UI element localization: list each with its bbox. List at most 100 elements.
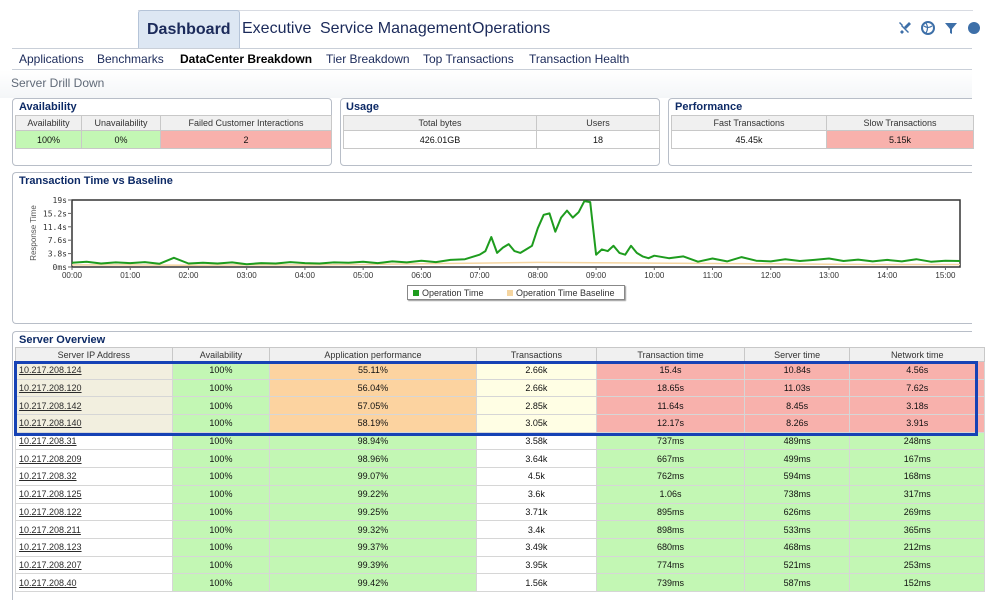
transaction-time-chart: 0ms 3.8s 7.6s 11.4s 15.2s 19s Response Time 00:… [29, 196, 961, 280]
cell-transactions: 4.5k [475, 467, 598, 486]
server-ip-link[interactable]: 10.217.208.209 [19, 453, 82, 464]
x-tick-label: 11:00 [703, 271, 723, 280]
cell-server-ip: 10.217.208.40 [15, 573, 173, 592]
chart-legend: Operation Time Operation Time Baseline [407, 285, 625, 300]
x-tick-label: 07:00 [470, 271, 491, 280]
server-ip-link[interactable]: 10.217.208.124 [19, 365, 82, 376]
cell-server-ip: 10.217.208.122 [15, 502, 173, 522]
tab-executive[interactable]: Executive [242, 20, 312, 37]
series-line-baseline [72, 261, 960, 266]
availability-title: Availability [19, 101, 77, 113]
cell-server-time: 594ms [743, 467, 851, 486]
x-tick-label: 02:00 [178, 271, 199, 280]
table-row[interactable]: 10.217.208.32 100% 99.07% 4.5k 762ms 594ms 168… [15, 467, 985, 486]
subtab-applications[interactable]: Applications [19, 52, 84, 66]
globe-icon[interactable] [920, 20, 936, 36]
x-tick-label: 03:00 [237, 271, 258, 280]
cell-application-performance: 58.19% [269, 414, 477, 433]
col-network-time[interactable]: Network time [849, 347, 985, 362]
subtab-benchmarks[interactable]: Benchmarks [97, 52, 164, 66]
cell-transaction-time: 667ms [596, 449, 745, 469]
performance-table: Fast Transactions Slow Transactions 45.4… [671, 115, 974, 149]
cell-transactions: 3.95k [475, 555, 598, 575]
table-row[interactable]: 10.217.208.125 100% 99.22% 3.6k 1.06s 738ms 31… [15, 484, 985, 504]
x-tick-label: 06:00 [411, 271, 432, 280]
server-ip-link[interactable]: 10.217.208.207 [19, 559, 82, 570]
table-row[interactable]: 10.217.208.207 100% 99.39% 3.95k 774ms 521ms 2… [15, 555, 985, 575]
cell-availability: 100% [171, 555, 271, 575]
performance-title: Performance [675, 101, 743, 113]
cell-application-performance: 57.05% [269, 396, 477, 416]
x-tick-label: 01:00 [120, 271, 141, 280]
cell-server-ip: 10.217.208.140 [15, 414, 173, 433]
x-tick-label: 12:00 [761, 271, 782, 280]
y-tick-label: 15.2s [43, 209, 67, 218]
cell-availability: 100% [171, 361, 271, 380]
subtab-transaction-health[interactable]: Transaction Health [529, 52, 630, 66]
subtab-tier-breakdown[interactable]: Tier Breakdown [326, 52, 410, 66]
cell-transactions: 3.6k [475, 484, 598, 504]
legend-label-operation-time: Operation Time [422, 288, 484, 298]
cell-transaction-time: 895ms [596, 502, 745, 522]
cell-availability: 100% [171, 378, 271, 398]
table-row[interactable]: 10.217.208.31 100% 98.94% 3.58k 737ms 489ms 24… [15, 431, 985, 451]
server-ip-link[interactable]: 10.217.208.211 [19, 524, 81, 535]
cell-application-performance: 99.25% [269, 502, 477, 522]
table-row[interactable]: 10.217.208.123 100% 99.37% 3.49k 680ms 468ms 2… [15, 537, 985, 557]
subtab-top-transactions[interactable]: Top Transactions [423, 52, 514, 66]
cell-network-time: 167ms [849, 449, 985, 469]
col-transactions[interactable]: Transactions [475, 347, 598, 362]
table-row[interactable]: 10.217.208.40 100% 99.42% 1.56k 739ms 587ms 15… [15, 573, 985, 592]
page-title: Server Drill Down [11, 76, 105, 90]
table-row[interactable]: 10.217.208.122 100% 99.25% 3.71k 895ms 626ms 2… [15, 502, 985, 522]
filter-icon[interactable] [943, 20, 959, 36]
col-transaction-time[interactable]: Transaction time [596, 347, 745, 362]
server-ip-link[interactable]: 10.217.208.125 [19, 489, 82, 500]
usage-title: Usage [346, 101, 380, 113]
server-ip-link[interactable]: 10.217.208.122 [19, 506, 82, 517]
server-ip-link[interactable]: 10.217.208.120 [19, 383, 82, 394]
server-ip-link[interactable]: 10.217.208.123 [19, 542, 82, 553]
table-row[interactable]: 10.217.208.211 100% 99.32% 3.4k 898ms 533ms 36… [15, 520, 985, 539]
tab-operations[interactable]: Operations [472, 20, 551, 37]
legend-label-baseline: Operation Time Baseline [516, 288, 615, 298]
table-row[interactable]: 10.217.208.209 100% 98.96% 3.64k 667ms 499ms 1… [15, 449, 985, 469]
cell-server-time: 738ms [743, 484, 851, 504]
tab-service-management[interactable]: Service Management [320, 20, 472, 37]
server-overview-title: Server Overview [19, 334, 106, 346]
x-tick-label: 15:00 [935, 271, 956, 280]
cell-transaction-time: 898ms [596, 520, 745, 539]
cell-transaction-time: 739ms [596, 573, 745, 592]
y-tick-label: 0ms [53, 263, 68, 272]
col-application-performance[interactable]: Application performance [269, 347, 477, 362]
col-server-time[interactable]: Server time [743, 347, 851, 362]
cell-availability: 100% [171, 573, 271, 592]
server-ip-link[interactable]: 10.217.208.40 [19, 577, 77, 588]
server-ip-link[interactable]: 10.217.208.32 [19, 471, 77, 482]
server-ip-link[interactable]: 10.217.208.140 [19, 418, 82, 429]
table-row[interactable]: 10.217.208.120 100% 56.04% 2.66k 18.65s 11.03… [15, 378, 985, 398]
cell-application-performance: 98.94% [269, 431, 477, 451]
cell-server-time: 489ms [743, 431, 851, 451]
cell-server-time: 11.03s [743, 378, 851, 398]
cell-network-time: 4.56s [849, 361, 985, 380]
cell-network-time: 168ms [849, 467, 985, 486]
help-icon[interactable] [966, 20, 982, 36]
cell-server-ip: 10.217.208.124 [15, 361, 173, 380]
cell-application-performance: 99.07% [269, 467, 477, 486]
tab-dashboard[interactable]: Dashboard [138, 10, 240, 48]
table-row[interactable]: 10.217.208.140 100% 58.19% 3.05k 12.17s 8.26s… [15, 414, 985, 433]
cell-transactions: 3.71k [475, 502, 598, 522]
col-availability[interactable]: Availability [171, 347, 271, 362]
server-ip-link[interactable]: 10.217.208.142 [19, 400, 82, 411]
subtab-datacenter-breakdown[interactable]: DataCenter Breakdown [180, 52, 313, 66]
series-line-operation-time [71, 200, 961, 266]
server-ip-link[interactable]: 10.217.208.31 [19, 436, 77, 447]
tools-icon[interactable] [897, 20, 913, 36]
x-tick-label: 00:00 [62, 271, 83, 280]
y-tick-label: 19s [53, 196, 68, 205]
slow-transactions-value: 5.15k [826, 130, 974, 149]
col-server-ip[interactable]: Server IP Address [15, 347, 173, 362]
legend-swatch-baseline [507, 290, 513, 296]
cell-server-ip: 10.217.208.31 [15, 431, 173, 451]
